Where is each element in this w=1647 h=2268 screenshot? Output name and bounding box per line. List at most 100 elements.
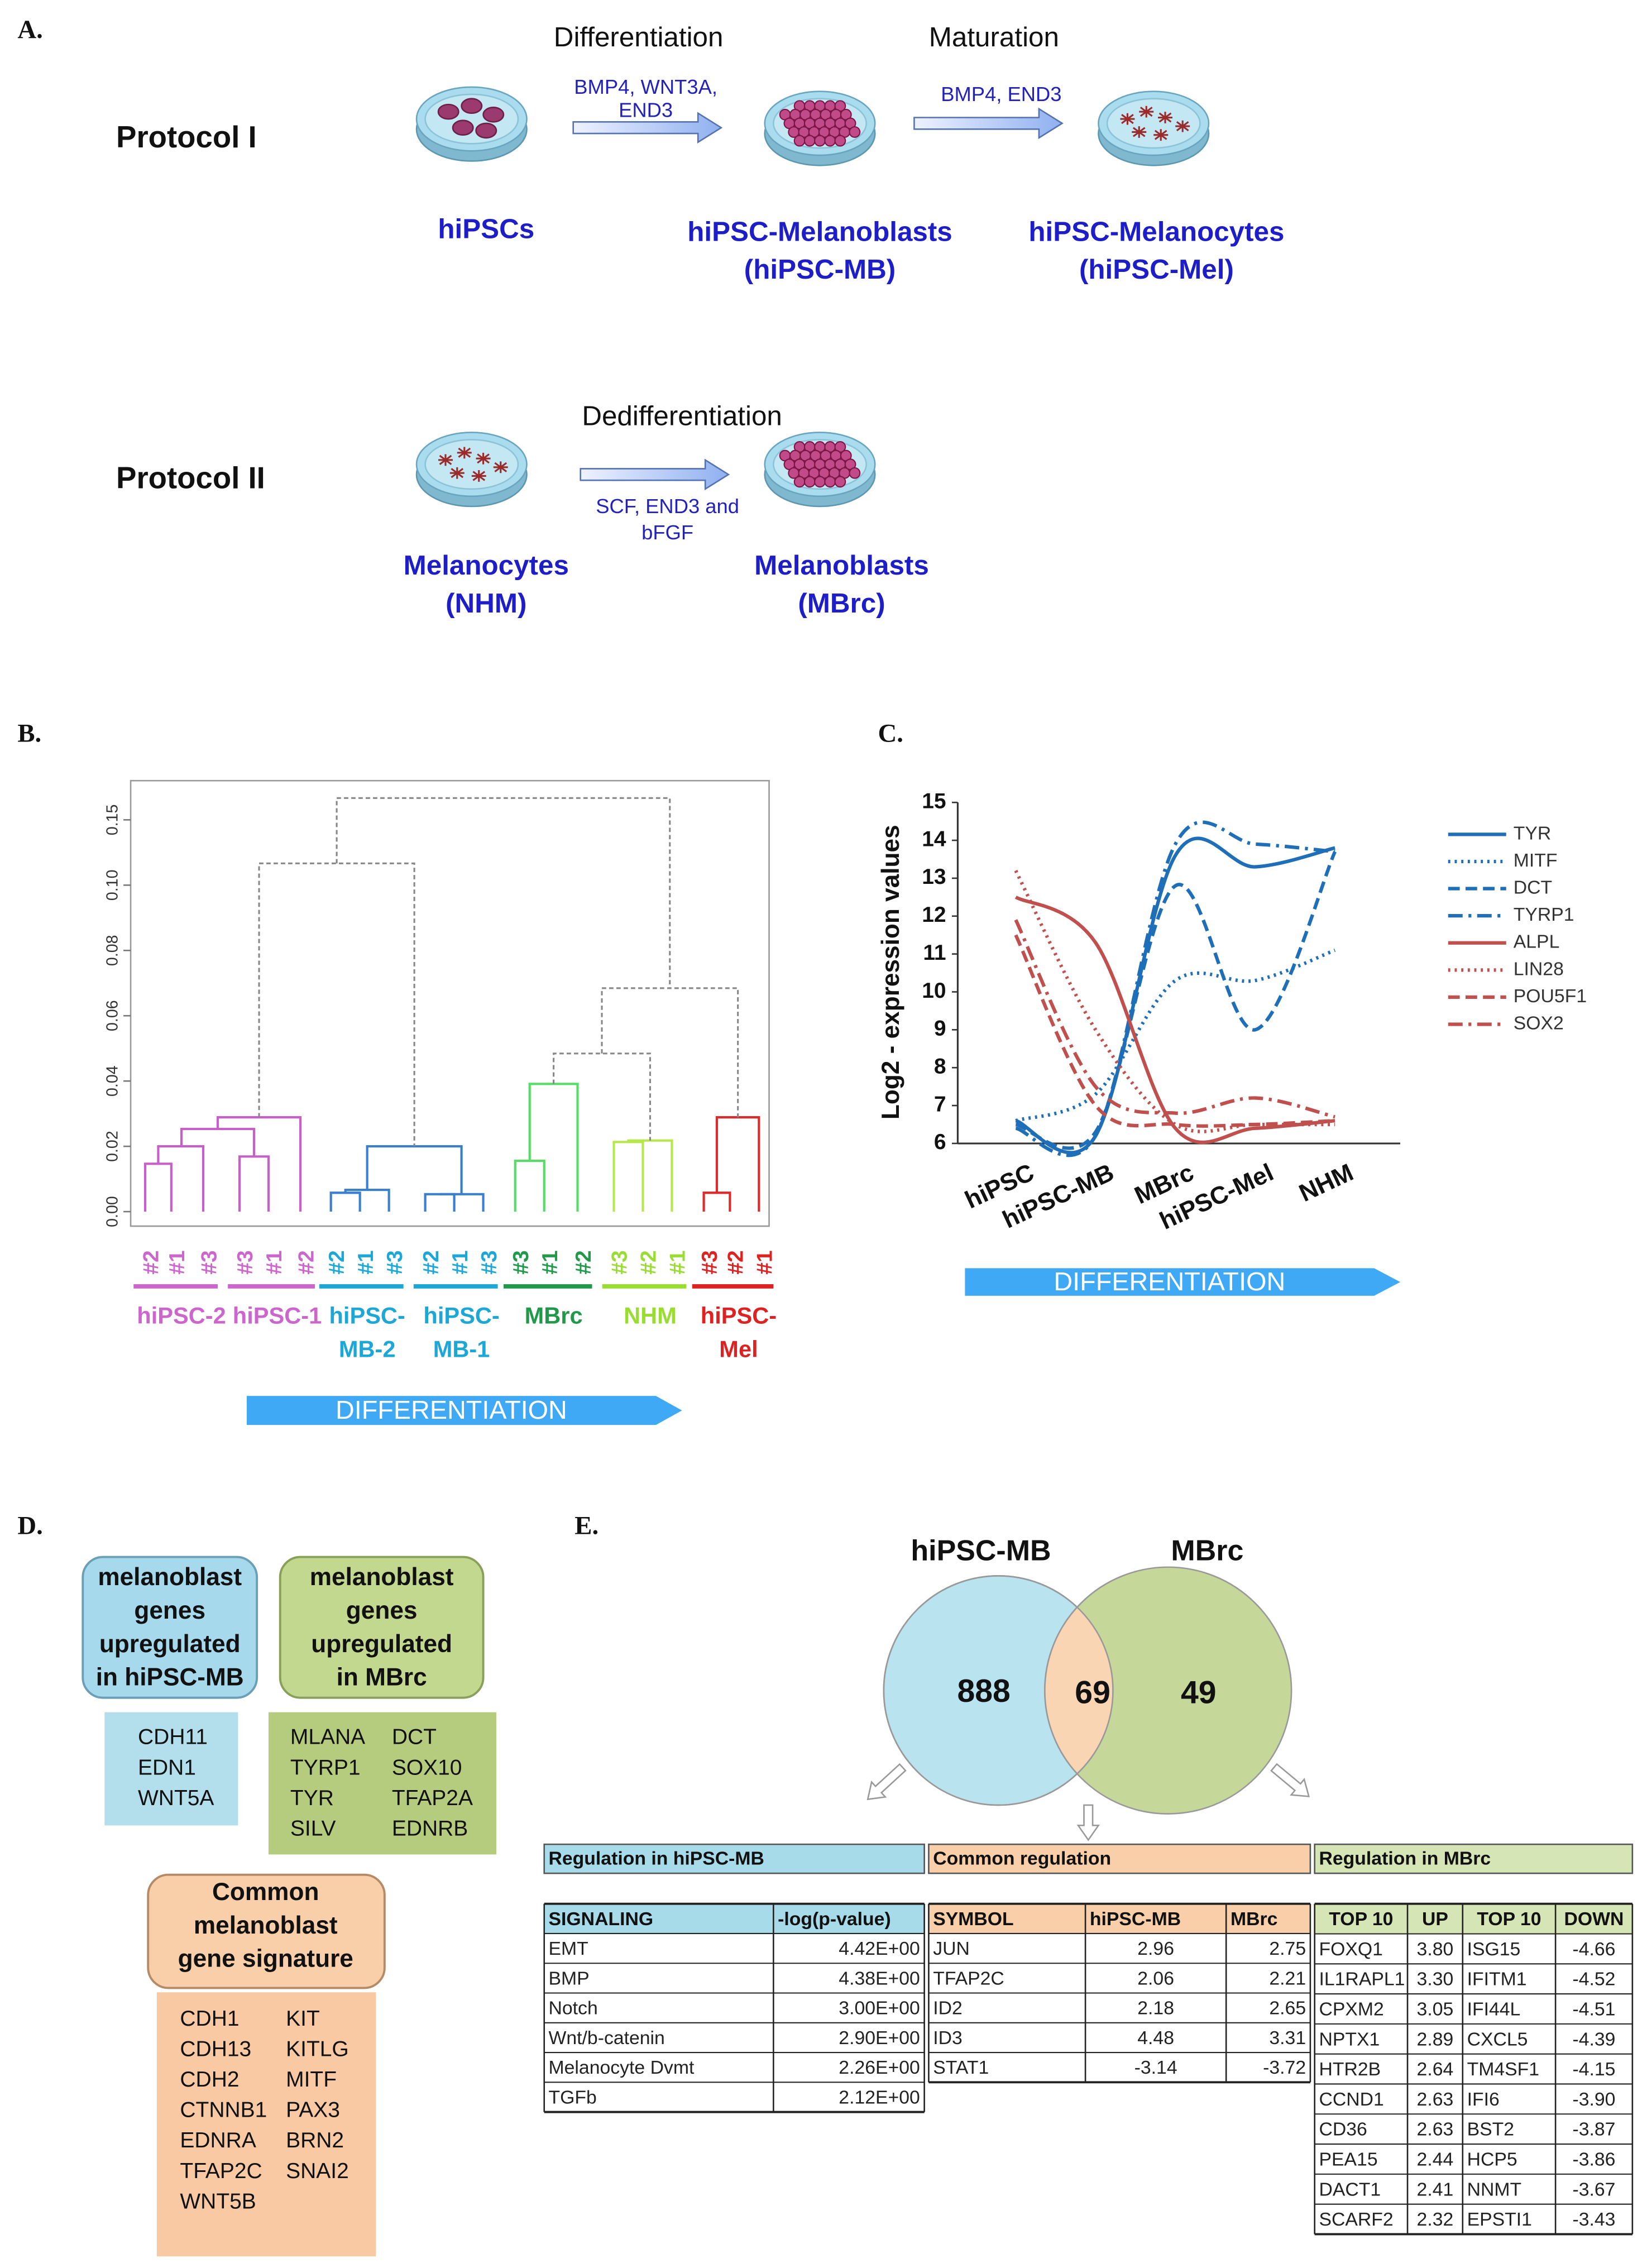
panel-label: C. — [878, 719, 903, 748]
gene: CDH1 — [180, 2007, 239, 2031]
legend-label: MITF — [1514, 850, 1558, 871]
gene: MLANA — [290, 1725, 365, 1749]
link-arrow — [1076, 1804, 1100, 1841]
leaf-label: #2 — [139, 1250, 163, 1274]
table-header: TOP 10 — [1329, 1908, 1393, 1930]
colony — [461, 98, 483, 114]
leaf-label: #1 — [354, 1250, 378, 1274]
axis-label: 0.08 — [103, 935, 121, 966]
cell-label: (hiPSC-Mel) — [1079, 254, 1234, 285]
table-cell: -3.14 — [1134, 2057, 1177, 2078]
legend-label: POU5F1 — [1514, 985, 1587, 1007]
melanocyte — [1175, 120, 1190, 132]
box-text: melanoblast — [98, 1563, 242, 1591]
set-label: MBrc — [1171, 1535, 1243, 1567]
cell-label: Melanocytes — [404, 550, 569, 581]
table-cell: 2.06 — [1137, 1968, 1174, 1989]
leaf-label: #3 — [383, 1250, 407, 1274]
table-cell: 2.12E+00 — [839, 2087, 920, 2108]
group-bar — [319, 1284, 404, 1289]
series-line — [1014, 869, 1335, 1133]
protocol-title: Protocol II — [116, 461, 265, 495]
table-cell: Melanocyte Dvmt — [549, 2057, 695, 2078]
leaf-label: #1 — [165, 1250, 189, 1274]
gene: SILV — [290, 1816, 336, 1840]
gene-box — [279, 1556, 485, 1699]
table-cell: TGFb — [549, 2087, 597, 2108]
group-bar — [228, 1284, 315, 1289]
table-cell: BMP — [549, 1968, 590, 1989]
table-cell: SCARF2 — [1319, 2209, 1394, 2230]
panel-label: D. — [17, 1511, 42, 1540]
table-cell: 3.05 — [1417, 1998, 1454, 2020]
melanocyte — [449, 467, 465, 479]
cell — [849, 467, 861, 479]
gene: TFAP2C — [180, 2159, 262, 2183]
axis-label: 0.02 — [103, 1131, 121, 1162]
dish-inner — [1106, 98, 1201, 149]
panel-label: A. — [17, 15, 42, 44]
venn-count: 49 — [1181, 1675, 1217, 1711]
table-cell: 2.65 — [1269, 1998, 1306, 2019]
legend-label: LIN28 — [1514, 958, 1564, 979]
table-header: SIGNALING — [549, 1908, 654, 1930]
table-cell: IFITM1 — [1467, 1969, 1527, 1990]
process-arrow — [572, 112, 723, 144]
table-cell: 3.31 — [1269, 2027, 1306, 2049]
plot-frame — [130, 779, 770, 1227]
gene-box — [147, 1873, 386, 1989]
cell — [834, 135, 846, 147]
step-label: Maturation — [929, 22, 1059, 52]
table-cell: FOXQ1 — [1319, 1939, 1383, 1960]
set-label: hiPSC-MB — [911, 1535, 1051, 1567]
table-cell: -3.87 — [1573, 2119, 1616, 2140]
group-label: hiPSC- — [701, 1303, 777, 1329]
table-header: UP — [1422, 1908, 1448, 1930]
table-header-bg — [1314, 1903, 1632, 1934]
group-bar — [503, 1284, 592, 1289]
table-cell: IFI6 — [1467, 2089, 1500, 2110]
group-label: MBrc — [525, 1303, 583, 1329]
table-cell: -4.39 — [1573, 2028, 1616, 2050]
table-cell: BST2 — [1467, 2119, 1514, 2140]
gene: CDH2 — [180, 2068, 239, 2092]
dish-inner — [424, 439, 519, 490]
table-cell: IFI44L — [1467, 1998, 1521, 2020]
melanocyte — [438, 454, 453, 466]
venn-count: 69 — [1075, 1675, 1110, 1711]
y-tick-label: 14 — [922, 827, 946, 851]
table-cell: -4.15 — [1573, 2059, 1616, 2080]
gene-box — [82, 1556, 258, 1699]
y-tick-label: 12 — [922, 903, 946, 927]
table-cell: CD36 — [1319, 2119, 1367, 2140]
dendrogram-branch — [258, 862, 415, 1147]
table-cell: 2.26E+00 — [839, 2057, 920, 2078]
table-cell: CXCL5 — [1467, 2028, 1528, 2050]
group-bar — [602, 1284, 687, 1289]
leaf-label: #2 — [325, 1250, 349, 1274]
factor-label: SCF, END3 and — [596, 495, 739, 518]
cell — [824, 476, 836, 488]
table-header: -log(p-value) — [778, 1908, 891, 1930]
leaf-label: #2 — [572, 1250, 596, 1274]
legend-label: ALPL — [1514, 931, 1560, 953]
y-tick-label: 9 — [934, 1017, 946, 1041]
dendrogram-branch — [439, 1193, 485, 1212]
gene: SOX10 — [392, 1755, 462, 1779]
y-tick-label: 10 — [922, 979, 946, 1003]
gene: EDN1 — [138, 1755, 196, 1779]
factor-label: bFGF — [641, 521, 693, 544]
table-title-bar — [1314, 1843, 1634, 1874]
table-title: Regulation in hiPSC-MB — [549, 1848, 764, 1869]
table-cell: 3.00E+00 — [839, 1998, 920, 2019]
legend-label: DCT — [1514, 877, 1552, 898]
table-cell: HCP5 — [1467, 2149, 1517, 2170]
table-cell: STAT1 — [933, 2057, 989, 2078]
protocol-title: Protocol I — [116, 120, 257, 154]
gene: PAX3 — [286, 2098, 340, 2122]
table-cell: -3.67 — [1573, 2179, 1616, 2200]
group-bar — [413, 1284, 498, 1289]
cell-label: (hiPSC-MB) — [744, 254, 896, 285]
legend-label: SOX2 — [1514, 1012, 1564, 1033]
y-tick-label: 15 — [922, 789, 946, 813]
